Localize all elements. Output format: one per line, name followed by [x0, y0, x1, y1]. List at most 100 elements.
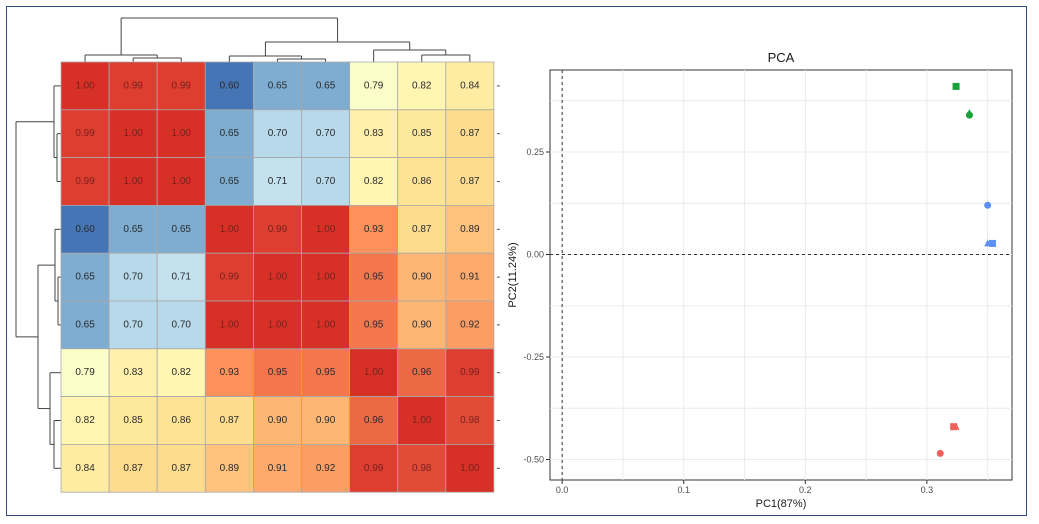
heatmap-cell [156, 157, 206, 206]
heatmap-cell-label: 0.92 [460, 319, 480, 330]
heatmap-cell [349, 61, 399, 111]
pca-point-group-red [936, 449, 944, 457]
heatmap-cell [108, 109, 158, 159]
heatmap-cell-label: 0.95 [364, 319, 384, 330]
heatmap-cell [156, 300, 206, 350]
heatmap-cell-label: 0.65 [123, 224, 143, 235]
heatmap-cell-label: 0.93 [220, 367, 240, 378]
heatmap-cell-label: 0.99 [220, 272, 240, 283]
heatmap-cell [252, 61, 302, 111]
heatmap-value-labels: 1.00 0.99 0.99 0.60 0.65 0.65 0.79 0.82 0.84 0.99… [75, 80, 500, 474]
heatmap-cell [60, 300, 110, 350]
heatmap-cell-label: 0.70 [316, 176, 336, 187]
heatmap-cell-label: 0.71 [268, 176, 288, 187]
pca-x-tick-label: 0.0 [556, 485, 569, 495]
row-dendrogram [15, 85, 61, 469]
pca-y-axis-label: PC2(11.24%) [507, 242, 519, 307]
pca-point-group-red [952, 422, 960, 430]
heatmap-cell-label: 0.99 [123, 80, 143, 91]
heatmap-cell [252, 300, 302, 350]
heatmap-cell-label: 0.65 [316, 80, 336, 91]
pca-x-axis-label: PC1(87%) [756, 498, 807, 510]
pca-x-tick-label: 0.1 [677, 485, 690, 495]
heatmap-cell [349, 109, 399, 159]
heatmap-cell [204, 157, 254, 206]
heatmap-cell [445, 61, 495, 111]
pca-gridlines [550, 70, 1012, 480]
pca-y-tick-label: 0.00 [526, 250, 544, 260]
heatmap-cell-label: 0.92 [316, 463, 336, 474]
heatmap-cell [445, 300, 495, 350]
heatmap-cell-label: 0.90 [412, 272, 432, 283]
heatmap-cell-label: 0.65 [220, 176, 240, 187]
heatmap-cell-label: 0.93 [364, 224, 384, 235]
heatmap-cell-label: 1.00 [316, 272, 336, 283]
heatmap-cell [445, 348, 495, 397]
heatmap-cell [156, 61, 206, 111]
heatmap-cell-label: 0.87 [172, 463, 192, 474]
heatmap-cell [108, 396, 158, 445]
heatmap-cell-label: 1.00 [172, 128, 192, 139]
heatmap-cell [204, 443, 254, 493]
heatmap-cell [397, 300, 447, 350]
heatmap-cell [252, 348, 302, 397]
heatmap-cell-label: 0.99 [460, 367, 480, 378]
pca-reference-lines [550, 70, 1012, 480]
pca-y-tick-labels: -0.50 -0.25 0.00 0.25 [523, 147, 550, 465]
heatmap-cell-label: 0.85 [123, 415, 143, 426]
heatmap-cell-label: 1.00 [123, 176, 143, 187]
heatmap-cell-label: 0.91 [460, 272, 480, 283]
heatmap-cell-label: 0.99 [364, 463, 384, 474]
heatmap-cell [60, 443, 110, 493]
heatmap-cell [397, 61, 447, 111]
heatmap-cell-label: 0.82 [412, 80, 432, 91]
heatmap-cell [397, 443, 447, 493]
heatmap-cell [397, 348, 447, 397]
heatmap-cell-label: 0.65 [268, 80, 288, 91]
heatmap-cell-label: 0.99 [268, 224, 288, 235]
pca-points [936, 82, 997, 457]
heatmap-cell-label: 0.96 [412, 367, 432, 378]
heatmap-cell-label: 0.79 [75, 367, 95, 378]
heatmap-cell [397, 204, 447, 254]
heatmap-cell-label: 1.00 [75, 80, 95, 91]
heatmap-cell-label: 0.95 [316, 367, 336, 378]
heatmap-cell-label: 0.71 [172, 272, 192, 283]
heatmap-cell [204, 252, 254, 302]
heatmap-cell-label: 0.89 [220, 463, 240, 474]
pca-plot-panel [549, 69, 1013, 481]
heatmap-cell-label: 0.87 [123, 463, 143, 474]
heatmap-cell-label: 0.65 [172, 224, 192, 235]
heatmap-cell [301, 157, 350, 206]
heatmap-cell [252, 443, 302, 493]
heatmap-cell-label: 0.87 [220, 415, 240, 426]
pca-point-group-green [952, 82, 960, 90]
heatmap-cell-label: 0.83 [123, 367, 143, 378]
heatmap-cell [252, 252, 302, 302]
heatmap-cell-label: 0.70 [316, 128, 336, 139]
heatmap-cell [301, 109, 350, 159]
heatmap-cell-label: 1.00 [268, 319, 288, 330]
pca-scatter-plot: 0.0 0.1 0.2 0.3 -0.50 -0.25 0.00 0.25 PCA PC1(… [507, 50, 1013, 510]
heatmap-cell [445, 204, 495, 254]
heatmap-cell [252, 396, 302, 445]
heatmap-cell-label: 0.90 [412, 319, 432, 330]
heatmap-cell [397, 109, 447, 159]
heatmap-cell [204, 61, 254, 111]
heatmap-cell-label: 0.98 [460, 415, 480, 426]
heatmap-cell-label: 0.95 [268, 367, 288, 378]
heatmap-cell-label: 0.96 [364, 415, 384, 426]
heatmap-cell-label: 0.82 [75, 415, 95, 426]
heatmap-cell [204, 348, 254, 397]
heatmap-cell-label: 0.70 [268, 128, 288, 139]
heatmap-cell-label: 0.70 [123, 319, 143, 330]
heatmap-cell-label: 0.85 [412, 128, 432, 139]
heatmap-cell-label: 0.91 [268, 463, 288, 474]
heatmap-cell [156, 109, 206, 159]
heatmap-cell [108, 443, 158, 493]
heatmap-cell-label: 1.00 [460, 463, 480, 474]
heatmap-cell [156, 443, 206, 493]
heatmap-cell-label: 1.00 [220, 319, 240, 330]
heatmap-cell-label: 0.70 [123, 272, 143, 283]
heatmap-cell [60, 61, 110, 111]
